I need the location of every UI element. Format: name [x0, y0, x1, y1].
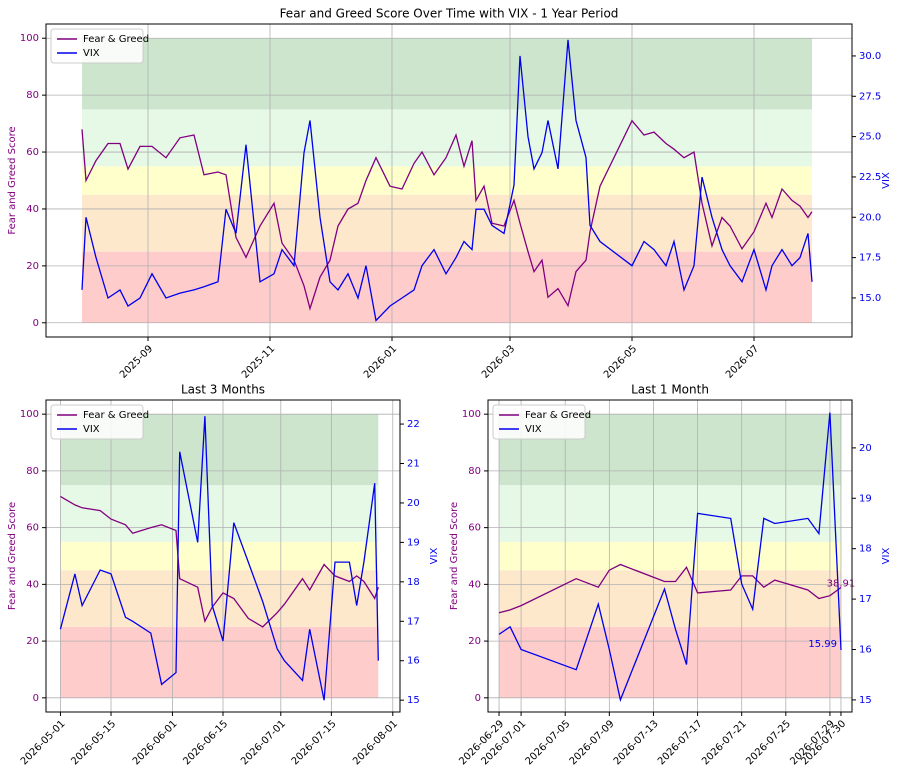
- y2-tick-label: 15: [407, 695, 420, 706]
- plot-frame: [45, 23, 853, 338]
- x-tick-label: 2026-08-01: [351, 718, 400, 767]
- x-tick-label: 2026-05-01: [19, 718, 68, 767]
- zone-band: [60, 626, 379, 698]
- x-tick-label: 2026-07-17: [656, 718, 705, 767]
- y2-tick-label: 15: [859, 695, 872, 706]
- zone-band: [82, 38, 812, 110]
- series-line: [81, 39, 813, 322]
- y-tick-label: 60: [26, 523, 39, 534]
- y-tick-label: 100: [462, 409, 481, 420]
- y2-tick-label: 17: [407, 616, 420, 627]
- y2-tick-label: 17.5: [859, 253, 881, 264]
- zone-band: [499, 626, 841, 698]
- y2-tick-label: 19: [859, 493, 872, 504]
- series-line: [498, 563, 842, 614]
- annotation: 15.99: [808, 639, 837, 650]
- zone-band: [60, 541, 379, 571]
- x-tick-label: 2026-07-09: [568, 718, 617, 767]
- y-axis-label: Fear and Greed Score: [449, 502, 460, 610]
- y-tick-label: 80: [26, 90, 39, 101]
- y2-tick-label: 18: [407, 577, 420, 588]
- x-tick-label: 2026-05-15: [69, 718, 118, 767]
- legend-label: Fear & Greed: [525, 410, 591, 421]
- y2-tick-label: 19: [407, 537, 420, 548]
- legend-label: VIX: [83, 424, 100, 435]
- x-tick-label: 2026-07-15: [290, 718, 339, 767]
- chart-title: Fear and Greed Score Over Time with VIX …: [280, 7, 619, 21]
- y-tick-label: 0: [33, 318, 39, 329]
- y-tick-label: 0: [475, 693, 481, 704]
- y2-axis-label: VIX: [881, 548, 892, 565]
- x-tick-label: 2026-07-25: [744, 718, 793, 767]
- y2-tick-label: 25.0: [859, 132, 881, 143]
- y-tick-label: 0: [33, 693, 39, 704]
- y-tick-label: 40: [26, 204, 39, 215]
- y2-tick-label: 16: [859, 644, 872, 655]
- y-tick-label: 40: [26, 579, 39, 590]
- y-axis-label: Fear and Greed Score: [7, 502, 18, 610]
- zone-band: [82, 109, 812, 167]
- chart-title: Last 3 Months: [181, 383, 265, 397]
- y-axis-label: Fear and Greed Score: [7, 126, 18, 234]
- y2-tick-label: 16: [407, 656, 420, 667]
- x-tick-label: 2026-07-05: [524, 718, 573, 767]
- zone-band: [82, 194, 812, 252]
- y2-tick-label: 21: [407, 459, 420, 470]
- y2-tick-label: 18: [859, 544, 872, 555]
- x-tick-label: 2025-09: [118, 343, 155, 380]
- y2-tick-label: 22.5: [859, 172, 881, 183]
- zone-band: [60, 485, 379, 542]
- x-tick-label: 2026-06-01: [131, 718, 180, 767]
- zone-band: [82, 251, 812, 323]
- plot-frame: [487, 399, 853, 713]
- y-tick-label: 100: [20, 33, 39, 44]
- y-tick-label: 80: [468, 466, 481, 477]
- legend-label: VIX: [83, 48, 100, 59]
- y2-tick-label: 20.0: [859, 212, 881, 223]
- x-tick-label: 2026-07-13: [612, 718, 661, 767]
- y-tick-label: 80: [26, 466, 39, 477]
- x-tick-label: 2026-03: [480, 343, 517, 380]
- x-tick-label: 2025-11: [240, 343, 277, 380]
- y2-axis-label: VIX: [429, 548, 440, 565]
- y-tick-label: 100: [20, 409, 39, 420]
- y-tick-label: 60: [26, 147, 39, 158]
- zone-band: [499, 570, 841, 627]
- annotation: 38.91: [827, 578, 856, 589]
- zone-band: [499, 485, 841, 542]
- legend-label: VIX: [525, 424, 542, 435]
- y-tick-label: 20: [26, 261, 39, 272]
- y2-tick-label: 15.0: [859, 293, 881, 304]
- y-tick-label: 40: [468, 579, 481, 590]
- chart-title: Last 1 Month: [631, 383, 709, 397]
- x-tick-label: 2026-07-21: [700, 718, 749, 767]
- y-tick-label: 20: [26, 636, 39, 647]
- plot-frame: [45, 399, 401, 713]
- y2-tick-label: 17: [859, 594, 872, 605]
- legend-box: [50, 404, 144, 440]
- y-tick-label: 60: [468, 523, 481, 534]
- x-tick-label: 2026-06-15: [181, 718, 230, 767]
- y2-tick-label: 22: [407, 419, 420, 430]
- x-tick-label: 2026-07-01: [239, 718, 288, 767]
- x-tick-label: 2026-05: [602, 343, 639, 380]
- y2-axis-label: VIX: [881, 172, 892, 189]
- series-line: [59, 416, 379, 701]
- y2-tick-label: 27.5: [859, 91, 881, 102]
- x-tick-label: 2026-01: [362, 343, 399, 380]
- legend-box: [50, 28, 144, 64]
- legend-label: Fear & Greed: [83, 34, 149, 45]
- y2-tick-label: 20: [407, 498, 420, 509]
- legend-label: Fear & Greed: [83, 410, 149, 421]
- series-line: [498, 412, 842, 703]
- x-tick-label: 2026-07: [724, 343, 761, 380]
- series-line: [60, 495, 379, 628]
- legend-box: [492, 404, 586, 440]
- zone-band: [499, 541, 841, 571]
- y2-tick-label: 30.0: [859, 51, 881, 62]
- y2-tick-label: 20: [859, 443, 872, 454]
- y-tick-label: 20: [468, 636, 481, 647]
